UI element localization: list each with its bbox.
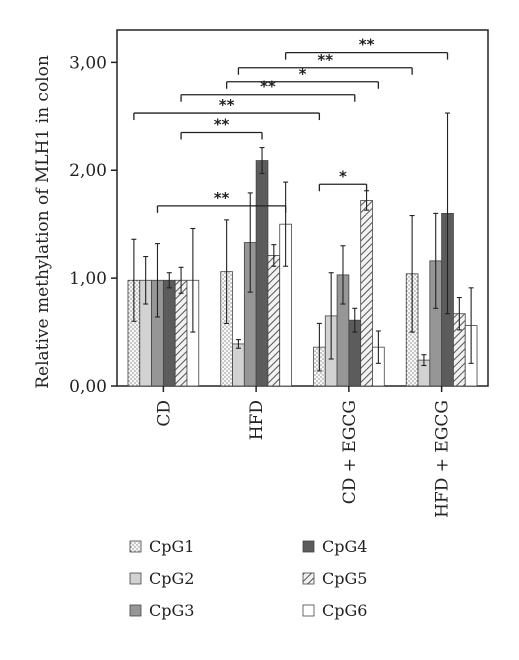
y-axis-label: Relative methylation of MLH1 in colon <box>33 55 53 389</box>
significance-label: ** <box>317 51 333 69</box>
x-tick-label: CD <box>154 400 174 427</box>
legend-label: CpG5 <box>322 569 367 588</box>
x-tick-label: CD + EGCG <box>340 400 360 504</box>
legend-swatch <box>129 540 142 553</box>
legend-swatch <box>129 604 142 617</box>
legend-label: CpG6 <box>322 601 367 620</box>
bar-cpg4-1 <box>255 160 269 387</box>
significance-bracket: ** <box>237 51 413 75</box>
significance-label: ** <box>359 36 375 54</box>
legend: CpG1 CpG2 CpG3 CpG4 CpG5 CpG6 <box>129 537 367 620</box>
legend-item-cpg4: CpG4 <box>302 537 367 556</box>
y-axis-label-group: Relative methylation of MLH1 in colon <box>33 55 53 389</box>
legend-swatch <box>302 540 315 553</box>
legend-label: CpG2 <box>149 569 194 588</box>
bar-cpg4-0 <box>162 279 176 387</box>
significance-bracket: * <box>318 167 368 192</box>
plot-frame <box>116 29 489 387</box>
legend-item-cpg1: CpG1 <box>129 537 194 556</box>
bar-cpg2-1 <box>232 343 245 387</box>
significance-bracket: ** <box>180 115 263 140</box>
legend-swatch <box>302 604 315 617</box>
significance-label: ** <box>214 189 230 207</box>
legend-label: CpG3 <box>149 601 194 620</box>
y-tick-label: 0,00 <box>69 377 107 397</box>
legend-item-cpg6: CpG6 <box>302 601 367 620</box>
legend-label: CpG4 <box>322 537 367 556</box>
bar-cpg5-0 <box>174 279 188 387</box>
x-tick-label: HFD <box>247 400 267 440</box>
significance-bracket: * <box>225 65 380 89</box>
plot-area: 0,00 1,00 2,00 3,00 CD HFD CD + EGCG HFD + EGCG <box>69 29 489 518</box>
bar-cpg5-1 <box>267 255 281 387</box>
y-tick-label: 1,00 <box>69 269 107 289</box>
legend-label: CpG1 <box>149 537 194 556</box>
significance-label: ** <box>260 78 276 96</box>
legend-item-cpg3: CpG3 <box>129 601 194 620</box>
significance-bracket: ** <box>156 189 287 213</box>
significance-label: ** <box>214 115 230 133</box>
significance-layer: ************** <box>133 36 449 213</box>
legend-item-cpg2: CpG2 <box>129 569 194 588</box>
legend-swatch <box>129 572 142 585</box>
legend-swatch <box>302 572 315 585</box>
significance-label: * <box>339 167 347 185</box>
legend-item-cpg5: CpG5 <box>302 569 367 588</box>
bar-cpg5-2 <box>360 200 373 387</box>
y-tick-label: 3,00 <box>69 53 107 73</box>
significance-label: ** <box>219 96 235 114</box>
y-tick-label: 2,00 <box>69 161 107 181</box>
significance-label: * <box>299 65 307 83</box>
significance-bracket: ** <box>133 96 321 121</box>
x-tick-label: HFD + EGCG <box>433 400 453 518</box>
significance-bracket: ** <box>284 36 449 60</box>
